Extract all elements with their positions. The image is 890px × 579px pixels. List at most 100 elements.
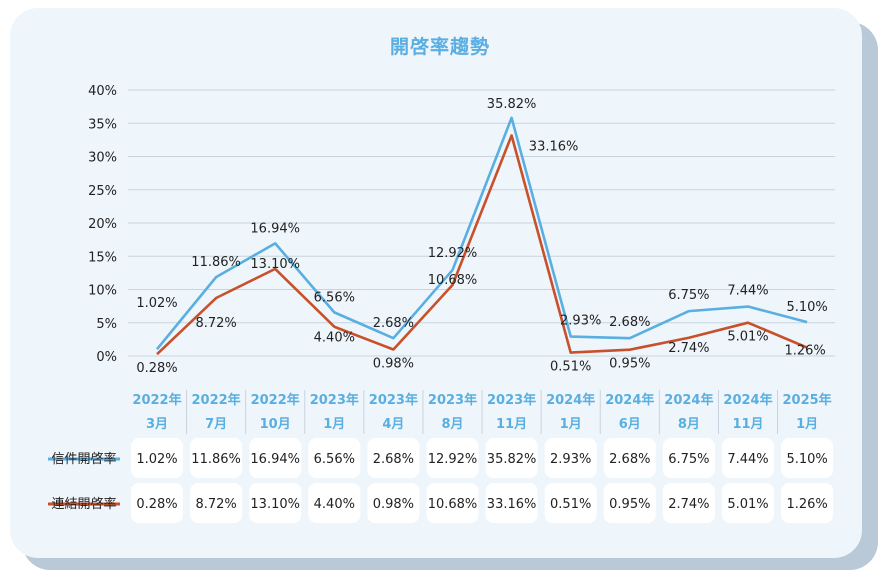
x-tick-label: 2023年	[310, 392, 359, 408]
table-cell-value: 2.93%	[550, 452, 591, 467]
table-cell-value: 6.56%	[314, 452, 355, 467]
table-cell-value: 2.74%	[668, 497, 709, 512]
x-tick-label: 11月	[732, 417, 763, 432]
x-tick-label: 8月	[678, 417, 700, 432]
x-tick-label: 2024年	[664, 392, 713, 408]
data-label: 2.68%	[609, 315, 650, 330]
data-label: 0.98%	[373, 356, 414, 371]
x-tick-label: 7月	[205, 417, 227, 432]
table-cell	[190, 483, 243, 523]
data-label: 11.86%	[191, 255, 241, 270]
table-cell	[367, 438, 420, 478]
table-cell	[131, 483, 183, 523]
data-label: 1.02%	[136, 296, 177, 311]
table-cell	[249, 483, 302, 523]
x-tick-label: 2023年	[428, 392, 477, 408]
data-label: 0.51%	[550, 360, 591, 375]
legend-label: 信件開啓率	[51, 451, 116, 467]
table-cell	[544, 483, 597, 523]
x-axis-categories: 2022年 3月 2022年 7月 2022年 10月 2023年 1月 2023年 4月 2023…	[132, 390, 832, 434]
data-label: 33.16%	[529, 139, 579, 154]
data-label: 13.10%	[250, 257, 300, 272]
y-tick-label: 20%	[88, 217, 117, 232]
table-cell-value: 0.95%	[609, 497, 650, 512]
table-cell-value: 6.75%	[668, 452, 709, 467]
table-cell-value: 0.51%	[550, 497, 591, 512]
x-tick-label: 4月	[382, 417, 404, 432]
y-tick-label: 10%	[88, 284, 117, 299]
data-label: 16.94%	[250, 221, 300, 236]
data-label: 0.95%	[609, 357, 650, 372]
data-label: 5.01%	[727, 330, 768, 345]
data-label: 1.26%	[784, 344, 825, 359]
x-tick-label: 11月	[496, 417, 527, 432]
table-cell-value: 16.94%	[250, 452, 300, 467]
table-cell-value: 5.01%	[727, 497, 768, 512]
table-cell	[781, 438, 834, 478]
table-cell	[722, 438, 774, 478]
table-cell-value: 2.68%	[609, 452, 650, 467]
table-cell	[662, 483, 715, 523]
x-tick-label: 2024年	[546, 392, 595, 408]
data-label: 8.72%	[195, 316, 236, 331]
table-cell-value: 33.16%	[487, 497, 537, 512]
table-cell-value: 7.44%	[727, 452, 768, 467]
x-tick-label: 8月	[441, 417, 463, 432]
gridlines	[128, 89, 835, 357]
table-cell	[722, 483, 774, 523]
table-cell	[131, 438, 183, 478]
table-cell	[426, 438, 479, 478]
x-tick-label: 3月	[146, 417, 168, 432]
data-label: 0.28%	[136, 361, 177, 376]
x-tick-label: 2022年	[192, 392, 241, 408]
x-tick-label: 2023年	[487, 392, 536, 408]
data-label: 5.10%	[786, 300, 827, 315]
series-line-link-open	[156, 134, 808, 356]
table-cell-value: 2.68%	[373, 452, 414, 467]
data-label: 2.74%	[668, 341, 709, 356]
x-tick-label: 10月	[260, 417, 291, 432]
table-cell-value: 5.10%	[786, 452, 827, 467]
x-tick-label: 2025年	[783, 392, 832, 408]
y-tick-label: 40%	[88, 84, 117, 99]
table-cell	[781, 483, 834, 523]
y-tick-label: 5%	[96, 317, 117, 332]
data-label: 10.68%	[428, 273, 478, 288]
x-tick-label: 1月	[323, 417, 345, 432]
x-tick-label: 6月	[619, 417, 641, 432]
table-cell-value: 35.82%	[487, 452, 537, 467]
series-line-email-open	[155, 116, 808, 351]
table-cell-value: 4.40%	[314, 497, 355, 512]
y-axis: 0% 5% 10% 15% 20% 25% 30% 35% 40%	[88, 84, 117, 365]
table-cell	[426, 483, 479, 523]
data-label: 2.93%	[560, 314, 601, 329]
data-label: 7.44%	[727, 284, 768, 299]
table-cell	[249, 438, 302, 478]
table-cell	[603, 483, 656, 523]
x-tick-label: 2022年	[132, 392, 181, 408]
data-labels: 1.02% 11.86% 16.94% 6.56% 2.68% 12.92% 35.82% 2…	[136, 97, 827, 376]
table-cell-value: 12.92%	[428, 452, 478, 467]
data-label: 6.75%	[668, 288, 709, 303]
table-cell	[308, 483, 361, 523]
chart-title: 開啓率趨勢	[389, 36, 490, 58]
table-cell-value: 13.10%	[250, 497, 300, 512]
table-cell-value: 11.86%	[191, 452, 241, 467]
data-label: 35.82%	[487, 97, 537, 112]
legend-label: 連結開啓率	[51, 496, 116, 512]
table-cell-value: 0.28%	[136, 497, 177, 512]
data-table: 信件開啓率 1.02% 11.86% 16.94% 6.56% 2.68% 12.92% 35…	[48, 438, 834, 523]
table-cell-value: 8.72%	[195, 497, 236, 512]
data-label: 2.68%	[373, 316, 414, 331]
x-tick-label: 2022年	[251, 392, 300, 408]
table-cell	[603, 438, 656, 478]
table-cell-value: 1.26%	[786, 497, 827, 512]
series-lines	[155, 116, 808, 356]
table-cell	[367, 483, 420, 523]
data-label: 4.40%	[314, 331, 355, 346]
table-cell	[308, 438, 361, 478]
table-cell-value: 0.98%	[373, 497, 414, 512]
table-cell	[485, 483, 538, 523]
data-label: 6.56%	[314, 290, 355, 305]
